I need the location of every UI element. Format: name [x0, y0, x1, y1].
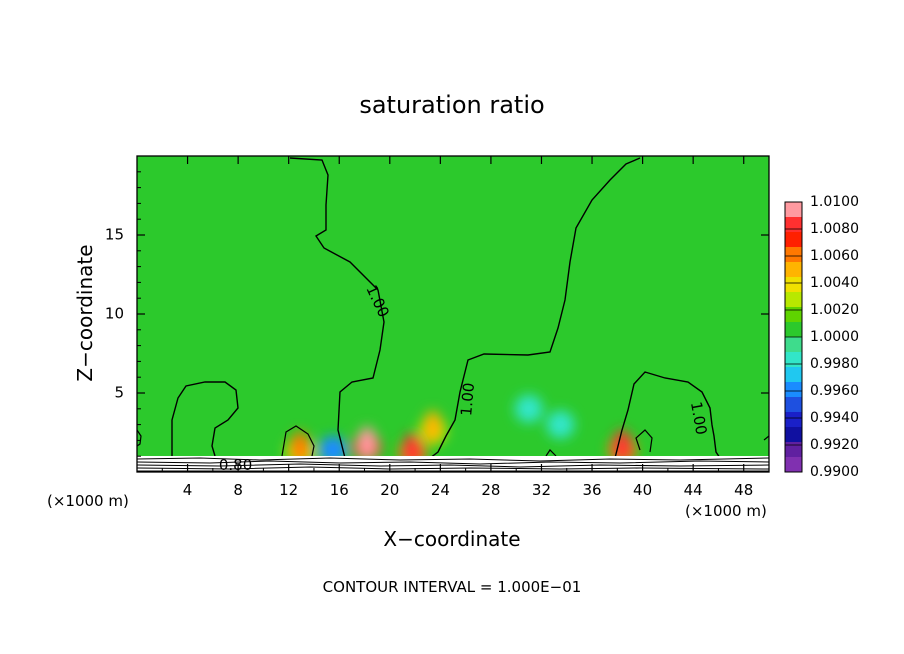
x-tick-label-16: 16	[330, 481, 349, 499]
x-unit-right: (×1000 m)	[685, 502, 767, 520]
colorbar-swatch-14	[785, 412, 802, 428]
contour-line-left-blob	[171, 381, 239, 457]
x-tick-label-44: 44	[684, 481, 703, 499]
colorbar-label-8: 0.9940	[810, 410, 859, 426]
contour-label-1: 1.00	[457, 382, 478, 417]
plot-background	[137, 156, 769, 472]
colorbar-label-3: 1.0040	[810, 275, 859, 291]
colorbar-swatch-6	[785, 292, 802, 308]
hotspot-core-2	[613, 429, 632, 462]
contour-interval-note: CONTOUR INTERVAL = 1.000E−01	[323, 578, 582, 596]
colorbar-swatch-10	[785, 352, 802, 368]
colorbar: 1.0100 1.0080 1.0060 1.0040 1.0020 1.0000 0.99…	[784, 194, 859, 480]
x-tick-label-12: 12	[279, 481, 298, 499]
y-axis: 5 10 15	[105, 171, 769, 457]
chart-title: saturation ratio	[359, 91, 544, 119]
colorbar-label-2: 1.0060	[810, 248, 859, 264]
x-tick-label-40: 40	[633, 481, 652, 499]
x-unit-left: (×1000 m)	[47, 492, 129, 510]
contour-line-small-b	[635, 429, 653, 453]
x-tick-label-4: 4	[183, 481, 193, 499]
surface-contours	[137, 457, 769, 472]
contour-label-3: 0.80	[219, 456, 252, 474]
x-axis: 4 8 12 16 20 24 28 32 36 40 44 48	[161, 156, 753, 499]
colorbar-label-9: 0.9920	[810, 437, 859, 453]
x-tick-label-28: 28	[481, 481, 500, 499]
colorbar-swatch-5	[785, 277, 802, 293]
colorbar-swatch-2	[785, 232, 802, 248]
hotspot-core-0	[358, 426, 377, 459]
colorbar-swatch-3	[785, 247, 802, 263]
colorbar-label-7: 0.9960	[810, 383, 859, 399]
colorbar-swatch-4	[785, 262, 802, 278]
x-tick-label-36: 36	[582, 481, 601, 499]
colorbar-label-1: 1.0080	[810, 221, 859, 237]
y-tick-label-15: 15	[105, 226, 124, 244]
x-tick-label-48: 48	[734, 481, 753, 499]
contour-line-center-right	[429, 157, 641, 459]
x-tick-label-8: 8	[233, 481, 243, 499]
x-tick-label-24: 24	[431, 481, 450, 499]
colorbar-swatch-9	[785, 337, 802, 353]
colorbar-swatch-12	[785, 382, 802, 398]
colorbar-label-0: 1.0100	[810, 194, 859, 210]
colorbar-swatch-15	[785, 427, 802, 443]
hotspot-core-4	[423, 410, 442, 443]
colorbar-label-6: 0.9980	[810, 356, 859, 372]
contour-label-2: 1.00	[687, 400, 711, 436]
contour-line-small-d	[545, 435, 769, 457]
colorbar-swatch-17	[785, 457, 802, 473]
hotspot-core-3	[291, 431, 310, 464]
colorbar-label-5: 1.0000	[810, 329, 859, 345]
hotspot-7	[546, 410, 575, 439]
y-tick-label-10: 10	[105, 305, 124, 323]
y-tick-label-5: 5	[114, 384, 124, 402]
colorbar-swatch-16	[785, 442, 802, 458]
colorbar-label-4: 1.0020	[810, 302, 859, 318]
y-axis-label: Z−coordinate	[73, 244, 97, 381]
colorbar-swatch-11	[785, 367, 802, 383]
contour-line-right-blob	[614, 371, 721, 459]
x-axis-label: X−coordinate	[383, 527, 520, 551]
x-tick-label-20: 20	[380, 481, 399, 499]
colorbar-label-10: 0.9900	[810, 464, 859, 480]
colorbar-swatch-0	[785, 202, 802, 218]
colorbar-swatch-1	[785, 217, 802, 233]
contour-line-small-a	[281, 425, 315, 457]
colorbar-swatch-7	[785, 307, 802, 323]
colorbar-swatch-13	[785, 397, 802, 413]
contour-line-center-left	[289, 157, 385, 459]
colorbar-swatch-8	[785, 322, 802, 338]
plot-area	[137, 156, 769, 472]
x-tick-label-32: 32	[532, 481, 551, 499]
hotspot-6	[514, 394, 543, 423]
